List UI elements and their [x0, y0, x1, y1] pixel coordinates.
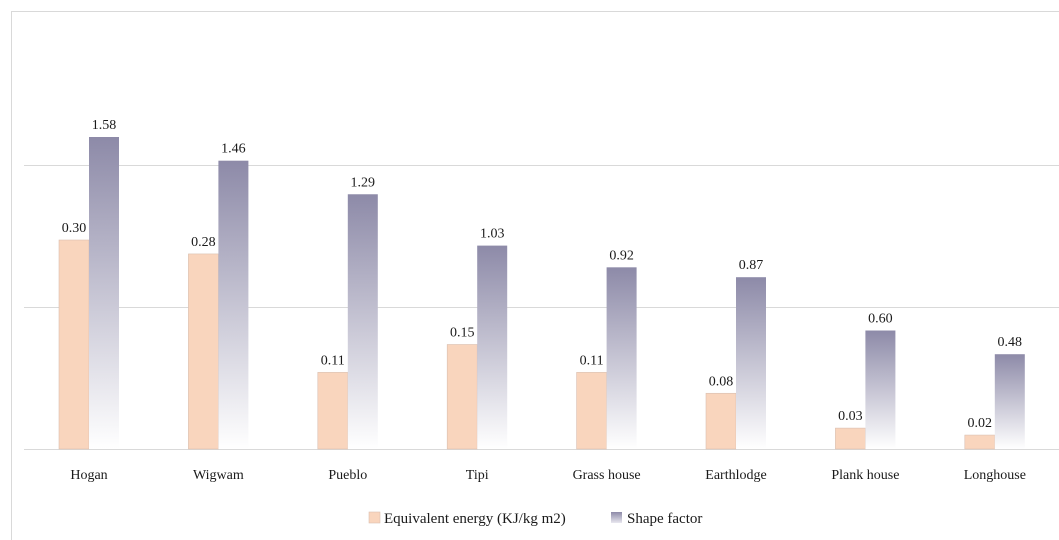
category-axis: Hogan Wigwam Pueblo Tipi Grass house Earthlod… — [70, 468, 1026, 483]
category-tick-label: Tipi — [466, 468, 489, 483]
shape-bar-hogan — [89, 137, 119, 449]
legend-label-shape: Shape factor — [627, 511, 702, 527]
shape-data-label: 1.46 — [221, 142, 246, 157]
energy-data-label: 0.08 — [709, 374, 734, 389]
shape-data-label: 0.60 — [868, 312, 893, 327]
energy-bar-pueblo — [317, 372, 349, 450]
energy-bar-wigwam — [188, 253, 219, 450]
shape-bar-plank-house — [865, 330, 896, 449]
energy-bar-plank-house — [835, 427, 866, 450]
energy-bar-grass-house — [576, 372, 607, 450]
energy-data-label: 0.11 — [321, 353, 345, 368]
category-tick-label: Wigwam — [193, 468, 244, 483]
energy-bar-hogan — [58, 239, 90, 450]
energy-data-label: 0.03 — [838, 409, 863, 424]
energy-data-label: 0.11 — [580, 353, 604, 368]
bars — [58, 137, 1025, 450]
energy-bar-earthlodge — [705, 392, 737, 450]
legend-swatch-shape — [611, 512, 622, 523]
shape-bar-longhouse — [994, 354, 1025, 449]
shape-data-label: 1.03 — [480, 227, 505, 242]
energy-data-label: 0.02 — [968, 416, 993, 431]
shape-data-label: 0.92 — [609, 248, 634, 263]
legend-label-energy: Equivalent energy (KJ/kg m2) — [384, 511, 566, 527]
category-tick-label: Hogan — [70, 468, 107, 483]
data-labels: 0.30 1.58 0.28 1.46 0.11 1.29 0.15 1.03 0.11 0.92… — [62, 118, 1022, 431]
legend-swatch-energy — [368, 511, 381, 524]
shape-bar-grass-house — [606, 267, 637, 449]
shape-bar-pueblo — [347, 194, 378, 449]
energy-data-label: 0.28 — [191, 235, 216, 250]
shape-bar-wigwam — [218, 160, 249, 449]
energy-bar-longhouse — [964, 434, 996, 450]
shape-bar-tipi — [477, 245, 508, 449]
category-tick-label: Pueblo — [328, 468, 367, 483]
energy-data-label: 0.30 — [62, 221, 87, 236]
shape-bar-earthlodge — [736, 277, 766, 449]
shape-data-label: 1.58 — [92, 118, 117, 133]
category-tick-label: Grass house — [573, 468, 641, 483]
energy-data-label: 0.15 — [450, 326, 475, 341]
shape-data-label: 1.29 — [351, 175, 376, 190]
chart-frame — [11, 11, 1059, 540]
category-tick-label: Longhouse — [964, 468, 1026, 483]
category-tick-label: Earthlodge — [705, 468, 766, 483]
shape-data-label: 0.48 — [998, 335, 1023, 350]
legend: Equivalent energy (KJ/kg m2) Shape factor — [368, 511, 702, 527]
category-tick-label: Plank house — [831, 468, 899, 483]
energy-bar-tipi — [446, 344, 478, 450]
shape-data-label: 0.87 — [739, 258, 764, 273]
